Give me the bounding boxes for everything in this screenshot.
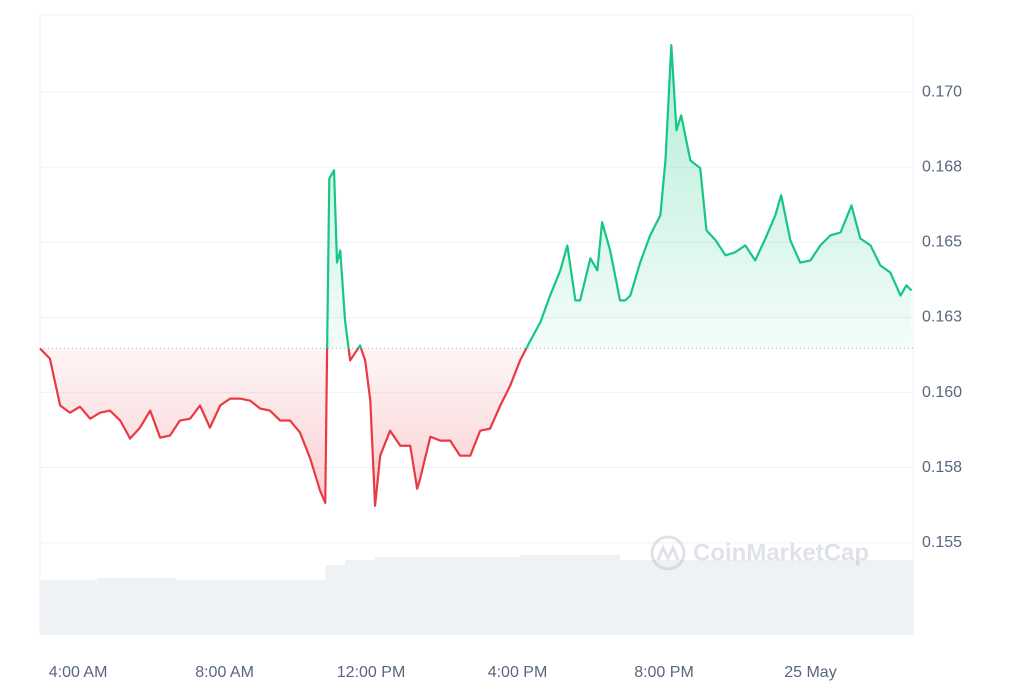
volume-bar — [520, 555, 621, 635]
volume-bar — [375, 557, 521, 635]
watermark-text: CoinMarketCap — [693, 539, 869, 566]
x-tick-label: 12:00 PM — [337, 664, 405, 681]
y-tick-label: 0.170 — [922, 83, 962, 100]
x-tick-label: 4:00 AM — [49, 664, 108, 681]
x-tick-label: 8:00 AM — [195, 664, 254, 681]
x-tick-label: 8:00 PM — [634, 664, 694, 681]
volume-bar — [175, 580, 326, 635]
y-tick-label: 0.165 — [922, 234, 962, 251]
volume-bar — [97, 578, 176, 635]
watermark-logo-mark — [656, 544, 680, 562]
volume-bar — [325, 565, 346, 635]
volume-bar — [40, 580, 98, 635]
price-area — [40, 45, 912, 506]
volume-bar — [345, 560, 376, 635]
volume-bar — [620, 560, 913, 635]
y-tick-label: 0.168 — [922, 159, 962, 176]
x-tick-label: 4:00 PM — [488, 664, 548, 681]
x-tick-label: 25 May — [784, 664, 836, 681]
y-tick-label: 0.158 — [922, 459, 962, 476]
price-line — [39, 43, 913, 507]
y-tick-label: 0.160 — [922, 384, 962, 401]
y-tick-label: 0.163 — [922, 309, 962, 326]
watermark: CoinMarketCap — [650, 535, 869, 571]
watermark-logo — [650, 535, 686, 571]
y-tick-label: 0.155 — [922, 534, 962, 551]
